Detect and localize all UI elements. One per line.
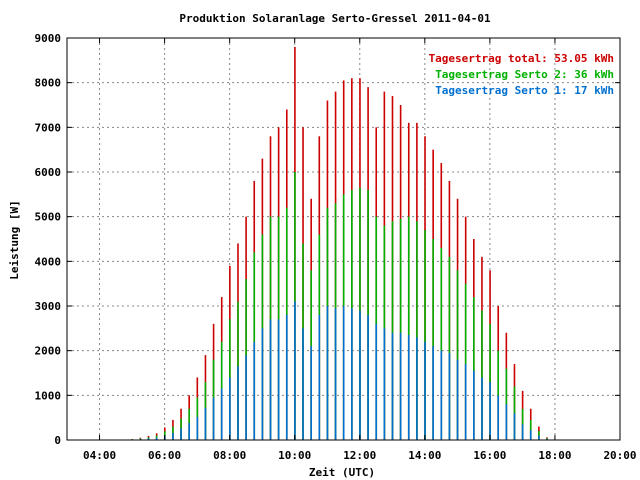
x-tick-label: 16:00 [473,449,506,462]
bar-serto1 [318,314,321,440]
bar-serto1 [399,332,402,440]
x-tick-label: 12:00 [343,449,376,462]
y-tick-label: 0 [54,434,61,447]
bar-serto1 [196,416,199,440]
x-tick-label: 08:00 [213,449,246,462]
bar-serto1 [424,341,426,440]
bar-serto2 [464,283,467,440]
bar-serto1 [334,308,337,440]
bar-serto1 [229,377,231,440]
bar-serto2 [481,310,483,440]
bar-serto1 [497,395,500,440]
y-tick-label: 2000 [35,345,62,358]
bar-serto1 [473,370,475,440]
bar-serto1 [285,314,288,440]
y-tick-label: 5000 [35,211,62,224]
bar-serto1 [529,430,532,440]
bar-serto1 [155,437,158,440]
bar-serto1 [440,350,443,440]
bar-serto1 [538,435,540,440]
bar-serto1 [147,438,150,440]
bar-serto1 [237,366,239,440]
bar-serto2 [456,270,459,440]
x-tick-label: 10:00 [278,449,311,462]
chart-title: Produktion Solaranlage Serto-Gressel 201… [179,12,491,25]
bar-serto1 [416,337,418,440]
bar-serto1 [302,328,304,440]
bar-serto1 [204,407,207,440]
bar-serto1 [269,319,272,440]
bars-layer [131,46,548,441]
bar-serto2 [529,419,532,440]
x-axis-label: Zeit (UTC) [309,466,375,479]
y-tick-label: 3000 [35,300,62,313]
bar-serto1 [245,355,247,440]
bar-serto1 [391,332,394,440]
bar-serto1 [489,381,491,440]
bar-serto2 [399,218,402,440]
bar-serto1 [212,397,215,440]
bar-serto1 [261,328,264,440]
x-tick-label: 14:00 [408,449,441,462]
bar-serto1 [310,346,312,440]
x-tick-label: 18:00 [538,449,571,462]
bar-serto1 [432,346,434,440]
bar-serto2 [473,297,475,440]
legend: Tagesertrag total: 53.05 kWh Tagesertrag … [429,52,614,97]
bar-serto1 [294,301,296,440]
y-tick-label: 4000 [35,255,62,268]
bar-serto1 [253,341,256,440]
bar-serto1 [367,314,369,440]
y-tick-label: 1000 [35,389,62,402]
bar-serto1 [220,388,223,440]
x-tick-label: 04:00 [83,449,116,462]
bar-serto1 [188,423,190,440]
bar-serto2 [424,230,426,440]
bar-serto1 [359,310,361,440]
bar-serto2 [407,216,410,440]
bar-serto2 [391,221,394,440]
legend-entry: Tagesertrag total: 53.05 kWh [429,52,614,65]
plot-frame [66,37,621,441]
bar-serto1 [326,306,329,440]
bar-serto1 [180,428,182,440]
bar-serto2 [440,247,443,440]
bar-serto1 [464,364,467,440]
y-tick-label: 9000 [35,32,62,45]
bar-serto2 [432,239,434,440]
bar-serto1 [407,335,410,440]
bar-serto1 [277,319,280,440]
bar-serto1 [505,404,508,440]
legend-entry: Tagesertrag Serto 2: 36 kWh [435,68,614,81]
bar-serto1 [383,328,386,440]
y-tick-label: 8000 [35,77,62,90]
bar-serto1 [513,413,516,440]
bar-serto1 [375,323,378,440]
bar-serto1 [351,308,353,440]
x-tick-label: 20:00 [603,449,636,462]
axis-ticks: 0 1000 2000 3000 4000 5000 6000 7000 8000 9000 04:… [35,32,637,462]
bar-serto2 [448,256,451,440]
bar-serto1 [521,424,524,440]
y-axis-label: Leistung [W] [8,200,21,279]
bar-serto1 [481,377,483,440]
bar-serto1 [342,306,345,440]
bar-serto2 [497,350,500,440]
y-tick-label: 6000 [35,166,62,179]
y-tick-label: 7000 [35,121,62,134]
bar-serto1 [456,359,459,440]
legend-entry: Tagesertrag Serto 1: 17 kWh [435,84,614,97]
bar-serto1 [448,352,451,440]
bar-serto1 [172,432,174,440]
bar-serto2 [416,221,418,440]
x-tick-label: 06:00 [148,449,181,462]
